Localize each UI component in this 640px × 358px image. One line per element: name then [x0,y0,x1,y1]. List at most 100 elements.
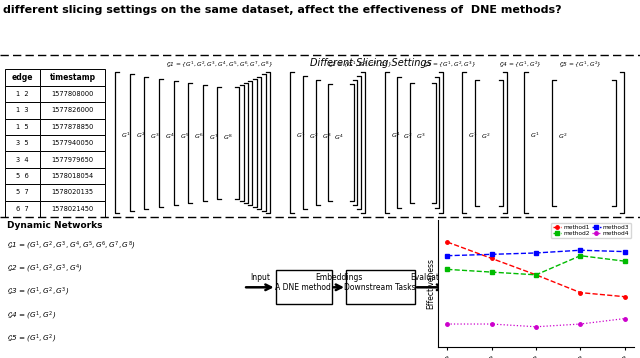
Text: 6  7: 6 7 [16,206,29,212]
Text: $G^8$: $G^8$ [223,133,233,142]
Text: $G^3$: $G^3$ [415,132,425,141]
Text: 1  5: 1 5 [16,124,29,130]
Text: $\mathcal{G}$3 = ($G^1,G^2,G^3$): $\mathcal{G}$3 = ($G^1,G^2,G^3$) [7,286,70,298]
method2 [444,267,451,271]
FancyBboxPatch shape [276,270,332,304]
method3 [488,252,495,256]
method1 [621,295,628,299]
Text: $G^1$: $G^1$ [296,131,306,140]
Text: Different Slicing Settings: Different Slicing Settings [310,58,432,68]
Text: Downstream Tasks: Downstream Tasks [344,283,416,292]
Text: 3  5: 3 5 [16,140,29,146]
Text: $G^5$: $G^5$ [180,132,189,141]
method2 [488,270,495,274]
method4 [488,322,495,326]
Bar [40,86,105,102]
method4 [577,322,584,326]
method3 [532,251,540,255]
Legend: method1, method2, method3, method4: method1, method2, method3, method4 [551,223,630,238]
method2 [577,253,584,258]
Text: $G^6$: $G^6$ [194,132,204,141]
Y-axis label: Effectiveness: Effectiveness [427,258,436,309]
method2 [532,273,540,277]
Text: $G^1$: $G^1$ [530,131,540,140]
Text: $\mathcal{G}$4 = {$G^1,G^2$}: $\mathcal{G}$4 = {$G^1,G^2$} [499,60,541,71]
Text: Input: Input [250,273,270,282]
Bar [40,118,105,135]
Text: 1577826000: 1577826000 [51,107,93,113]
Bar [5,102,40,118]
Bar [5,118,40,135]
method4 [532,325,540,329]
Bar [40,69,105,86]
Text: $\mathcal{G}$1 = {$G^1,G^2,G^3,G^4,G^5,G^6,G^7,G^8$}: $\mathcal{G}$1 = {$G^1,G^2,G^3,G^4,G^5,G… [166,60,273,71]
Text: 1577979650: 1577979650 [51,156,93,163]
Text: 1578018054: 1578018054 [51,173,93,179]
Text: $\mathcal{G}$1 = ($G^1,G^2,G^3,G^4,G^5,G^6,G^7,G^8$): $\mathcal{G}$1 = ($G^1,G^2,G^3,G^4,G^5,G… [7,239,136,252]
Bar [5,86,40,102]
Bar [40,102,105,118]
Line: method3: method3 [445,248,627,257]
Text: $G^2$: $G^2$ [136,131,145,140]
Bar [5,69,40,86]
Text: 1577940050: 1577940050 [51,140,93,146]
Text: 5  7: 5 7 [16,189,29,195]
Text: edge: edge [12,73,33,82]
Line: method2: method2 [445,254,627,277]
method1 [577,290,584,295]
Bar [40,184,105,200]
Text: $G^4$: $G^4$ [165,132,175,141]
Text: $G^2$: $G^2$ [481,132,490,141]
Text: different slicing settings on the same dataset, affect the effectiveness of  DNE: different slicing settings on the same d… [3,5,562,15]
Text: 1  3: 1 3 [16,107,29,113]
Line: method1: method1 [445,240,627,299]
Text: $\mathcal{G}$4 = ($G^1,G^2$): $\mathcal{G}$4 = ($G^1,G^2$) [7,309,56,321]
Text: $G^2$: $G^2$ [403,131,413,141]
Text: $\mathcal{G}$2 = ($G^1,G^2,G^3,G^4$): $\mathcal{G}$2 = ($G^1,G^2,G^3,G^4$) [7,262,83,275]
Bar [5,200,40,217]
Bar [5,135,40,151]
Text: $G^7$: $G^7$ [209,132,218,142]
Bar [5,151,40,168]
Text: $G^3$: $G^3$ [150,131,160,141]
method1 [532,273,540,277]
method4 [444,322,451,326]
Text: $G^1$: $G^1$ [121,131,131,140]
Text: $G^2$: $G^2$ [558,132,568,141]
method4 [621,316,628,321]
Text: Embeddings: Embeddings [316,273,363,282]
Bar [40,135,105,151]
Text: 1578020135: 1578020135 [51,189,93,195]
Text: $G^1$: $G^1$ [468,131,477,140]
Bar [40,168,105,184]
Text: 1577808000: 1577808000 [51,91,93,97]
Text: 5  6: 5 6 [16,173,29,179]
Bar [40,151,105,168]
Text: $G^1$: $G^1$ [391,131,401,140]
Text: Dynamic Networks: Dynamic Networks [7,221,102,230]
Text: $G^3$: $G^3$ [321,132,331,141]
method1 [444,240,451,244]
method3 [577,248,584,252]
Bar [40,200,105,217]
method1 [488,256,495,261]
FancyBboxPatch shape [346,270,415,304]
Text: A DNE method: A DNE method [275,283,332,292]
Text: 1578021450: 1578021450 [51,206,93,212]
Text: $\mathcal{G}$5 = {$G^1,G^2$}: $\mathcal{G}$5 = {$G^1,G^2$} [559,60,602,71]
Text: 3  4: 3 4 [16,156,29,163]
Text: $G^4$: $G^4$ [334,132,344,142]
Line: method4: method4 [445,317,627,329]
Text: $\mathcal{G}$3 = {$G^1,G^2,G^3$}: $\mathcal{G}$3 = {$G^1,G^2,G^3$} [423,60,477,71]
Text: Evaluation: Evaluation [410,273,451,282]
Text: 1  2: 1 2 [16,91,29,97]
method3 [444,253,451,258]
method2 [621,259,628,263]
Text: timestamp: timestamp [49,73,95,82]
Text: $\mathcal{G}$2 = {$G^1,G^2,G^3,G^4$}: $\mathcal{G}$2 = {$G^1,G^2,G^3,G^4$} [328,60,392,71]
Bar [5,184,40,200]
Bar [5,168,40,184]
Text: $\mathcal{G}$5 = ($G^1,G^2$): $\mathcal{G}$5 = ($G^1,G^2$) [7,333,56,345]
Text: $G^2$: $G^2$ [308,131,318,141]
method3 [621,250,628,254]
